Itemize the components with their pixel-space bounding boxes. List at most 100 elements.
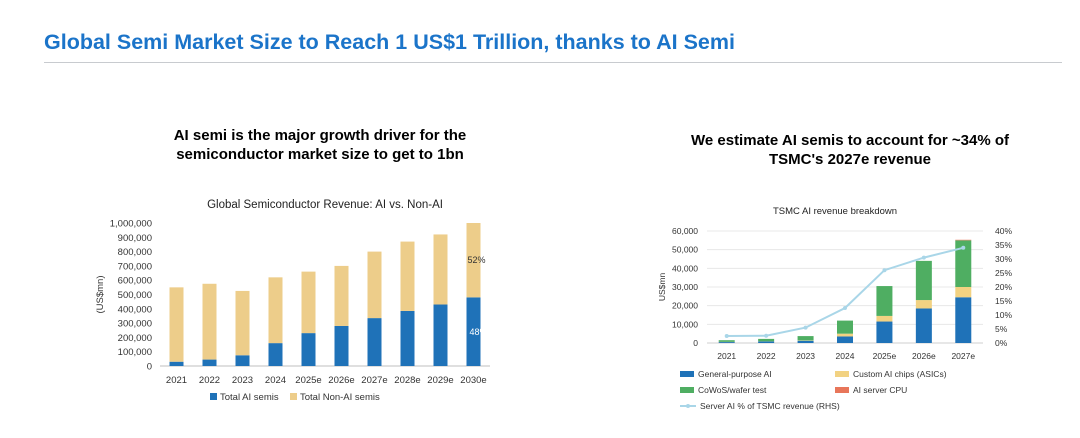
x-tick-label: 2028e bbox=[394, 375, 420, 386]
bar-custom-ai-asic bbox=[955, 287, 972, 298]
y-tick-label: 300,000 bbox=[118, 319, 152, 330]
bar-non-ai bbox=[466, 223, 481, 298]
bar-non-ai bbox=[367, 251, 382, 319]
y-axis-label: (US$mn) bbox=[95, 275, 106, 313]
y-tick-label: 0 bbox=[693, 338, 698, 348]
line-point bbox=[843, 306, 847, 310]
bar-ai bbox=[466, 297, 481, 366]
y-tick-label: 200,000 bbox=[118, 333, 152, 344]
bar-custom-ai-asic bbox=[837, 333, 853, 337]
y-tick-label: 500,000 bbox=[118, 290, 152, 301]
y2-tick-label: 0% bbox=[995, 338, 1008, 348]
bar-cowos-wafer-test bbox=[955, 240, 972, 287]
x-tick-label: 2026e bbox=[912, 351, 936, 361]
bar-general-purpose-ai bbox=[758, 341, 775, 343]
bar-ai bbox=[235, 355, 250, 366]
legend-label: AI server CPU bbox=[853, 385, 907, 395]
bar-ai bbox=[169, 361, 184, 366]
bar-general-purpose-ai bbox=[837, 336, 853, 343]
chart-title: Global Semiconductor Revenue: AI vs. Non… bbox=[207, 199, 443, 211]
line-point bbox=[882, 268, 887, 273]
bar-non-ai bbox=[235, 290, 250, 356]
chart-title: TSMC AI revenue breakdown bbox=[773, 206, 897, 217]
legend-label: Total Non-AI semis bbox=[300, 392, 380, 403]
line-point bbox=[921, 255, 926, 260]
x-tick-label: 2024 bbox=[265, 375, 286, 386]
x-tick-label: 2021 bbox=[717, 351, 736, 361]
x-tick-label: 2023 bbox=[796, 351, 815, 361]
line-point bbox=[764, 333, 769, 338]
bar-cowos-wafer-test bbox=[718, 340, 735, 342]
bar-non-ai bbox=[169, 287, 184, 362]
page-title: Global Semi Market Size to Reach 1 US$1 … bbox=[44, 30, 735, 54]
legend-label: Server AI % of TSMC revenue (RHS) bbox=[700, 401, 840, 411]
bar-cowos-wafer-test bbox=[758, 338, 775, 342]
bar-ai bbox=[433, 304, 448, 366]
x-tick-label: 2022 bbox=[199, 375, 220, 386]
left-heading-line-2: semiconductor market size to get to 1bn bbox=[176, 146, 464, 163]
bar-non-ai bbox=[268, 277, 283, 344]
y-tick-label: 40,000 bbox=[672, 263, 698, 273]
y-tick-label: 1,000,000 bbox=[110, 219, 152, 230]
legend-label: Custom AI chips (ASICs) bbox=[853, 369, 947, 379]
y-tick-label: 800,000 bbox=[118, 247, 152, 258]
y-tick-label: 900,000 bbox=[118, 233, 152, 244]
line-point bbox=[803, 325, 808, 330]
bar-non-ai bbox=[433, 234, 448, 305]
y-tick-label: 30,000 bbox=[672, 282, 698, 292]
bar-general-purpose-ai bbox=[718, 342, 735, 343]
y2-tick-label: 20% bbox=[995, 282, 1012, 292]
legend-label: CoWoS/wafer test bbox=[698, 385, 767, 395]
bar-cowos-wafer-test bbox=[837, 320, 853, 334]
bar-ai bbox=[301, 333, 316, 366]
legend-swatch bbox=[835, 387, 849, 393]
legend-label: Total AI semis bbox=[220, 392, 279, 403]
bar-ai bbox=[400, 310, 415, 366]
x-tick-label: 2022 bbox=[757, 351, 776, 361]
bar-non-ai bbox=[301, 271, 316, 334]
bar-cowos-wafer-test bbox=[876, 286, 893, 316]
x-tick-label: 2027e bbox=[951, 351, 975, 361]
x-tick-label: 2024 bbox=[836, 351, 855, 361]
y2-tick-label: 10% bbox=[995, 310, 1012, 320]
bar-cowos-wafer-test bbox=[797, 336, 814, 341]
x-tick-label: 2023 bbox=[232, 375, 253, 386]
right-heading-line-1: We estimate AI semis to account for ~34%… bbox=[690, 132, 1009, 149]
y-tick-label: 600,000 bbox=[118, 276, 152, 287]
y-tick-label: 700,000 bbox=[118, 261, 152, 272]
legend-swatch-point bbox=[686, 404, 690, 408]
left-heading-line-1: AI semi is the major growth driver for t… bbox=[173, 127, 467, 144]
x-tick-label: 2026e bbox=[328, 375, 354, 386]
y2-tick-label: 15% bbox=[995, 296, 1012, 306]
bar-ai bbox=[367, 318, 382, 366]
legend-swatch bbox=[290, 393, 297, 400]
x-tick-label: 2029e bbox=[427, 375, 453, 386]
x-tick-label: 2021 bbox=[166, 375, 187, 386]
x-tick-label: 2025e bbox=[295, 375, 321, 386]
legend-swatch bbox=[210, 393, 217, 400]
bar-non-ai bbox=[202, 283, 217, 360]
right-chart-heading: We estimate AI semis to account for ~34%… bbox=[640, 131, 1060, 169]
y2-tick-label: 25% bbox=[995, 268, 1012, 278]
y-tick-label: 100,000 bbox=[118, 347, 152, 358]
left-chart-heading: AI semi is the major growth driver for t… bbox=[110, 126, 530, 164]
y2-tick-label: 5% bbox=[995, 324, 1008, 334]
y-tick-label: 50,000 bbox=[672, 245, 698, 255]
legend-swatch bbox=[680, 371, 694, 377]
y2-tick-label: 40% bbox=[995, 226, 1012, 236]
bar-non-ai bbox=[334, 265, 349, 326]
y-tick-label: 400,000 bbox=[118, 304, 152, 315]
legend-swatch bbox=[835, 371, 849, 377]
annotation-non-ai-share: 52% bbox=[467, 255, 485, 265]
bar-general-purpose-ai bbox=[797, 340, 814, 343]
bar-custom-ai-asic bbox=[876, 315, 893, 322]
y-tick-label: 10,000 bbox=[672, 319, 698, 329]
y-tick-label: 60,000 bbox=[672, 226, 698, 236]
y-tick-label: 20,000 bbox=[672, 301, 698, 311]
line-point bbox=[724, 334, 729, 338]
bar-ai-server-cpu bbox=[955, 239, 972, 241]
right-heading-line-2: TSMC's 2027e revenue bbox=[769, 151, 931, 168]
x-tick-label: 2030e bbox=[460, 375, 486, 386]
y2-tick-label: 35% bbox=[995, 240, 1012, 250]
